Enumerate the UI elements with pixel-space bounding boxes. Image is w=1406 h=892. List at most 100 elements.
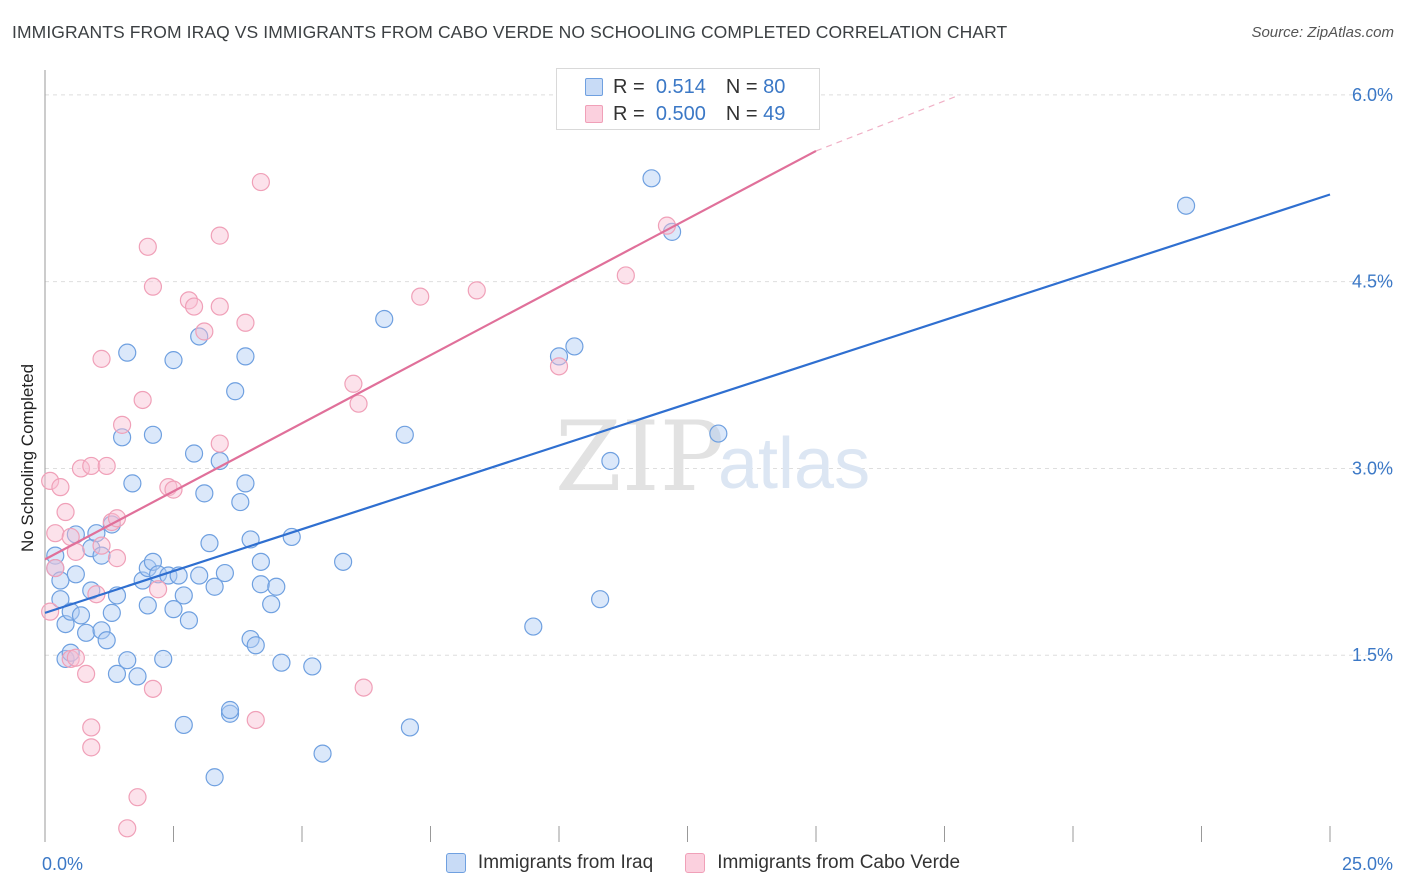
legend-row-caboverde: R = 0.500 N = 49 xyxy=(557,102,785,126)
data-point xyxy=(174,586,193,605)
legend-n-label: N = xyxy=(725,102,758,125)
data-point xyxy=(344,374,363,393)
series-legend: Immigrants from Iraq Immigrants from Cab… xyxy=(0,852,1406,874)
trendline-extension xyxy=(815,94,961,152)
watermark-zip: ZIP xyxy=(555,401,724,513)
data-point xyxy=(92,349,111,368)
data-point xyxy=(524,617,543,636)
data-point xyxy=(138,237,157,256)
data-point xyxy=(565,337,584,356)
legend-swatch-iraq xyxy=(585,78,603,96)
data-point xyxy=(262,595,281,614)
data-point xyxy=(1176,196,1196,215)
legend-label-iraq: Immigrants from Iraq xyxy=(477,852,654,873)
legend-item-caboverde[interactable]: Immigrants from Cabo Verde xyxy=(685,852,960,874)
y-tick-label: 4.5% xyxy=(1352,272,1393,292)
data-point xyxy=(164,351,183,370)
data-point xyxy=(210,226,229,245)
data-point xyxy=(107,664,127,684)
data-point xyxy=(236,474,255,493)
data-point xyxy=(282,527,301,547)
data-point xyxy=(82,718,101,737)
legend-n-label: N = xyxy=(725,75,758,98)
legend-r-label: R = xyxy=(613,75,645,98)
data-point xyxy=(709,424,728,443)
data-point xyxy=(251,575,270,594)
data-point xyxy=(107,549,127,568)
data-point xyxy=(246,710,265,730)
data-point xyxy=(395,425,414,444)
legend-r-label: R = xyxy=(613,102,645,125)
watermark-atlas: atlas xyxy=(718,424,870,504)
data-point xyxy=(349,394,368,413)
data-point xyxy=(46,558,65,578)
y-tick-label: 3.0% xyxy=(1352,458,1393,478)
data-point xyxy=(267,577,286,596)
data-point xyxy=(46,524,65,543)
data-point xyxy=(184,297,204,316)
data-point xyxy=(205,768,224,787)
data-point xyxy=(128,788,147,807)
legend-r-value: 0.514 xyxy=(655,75,706,98)
data-point xyxy=(549,347,569,366)
data-point xyxy=(467,281,486,300)
data-point xyxy=(246,636,265,655)
data-point xyxy=(601,451,620,471)
data-point xyxy=(200,534,219,553)
x-tick-label: 25.0% xyxy=(1342,854,1393,874)
data-point xyxy=(210,434,229,453)
data-point xyxy=(174,715,193,735)
legend-r-value: 0.500 xyxy=(655,102,706,125)
data-point xyxy=(82,738,101,757)
data-point xyxy=(616,266,635,285)
data-point xyxy=(303,657,322,676)
data-point xyxy=(143,679,163,698)
data-point xyxy=(400,718,420,737)
legend-label-caboverde: Immigrants from Cabo Verde xyxy=(717,852,961,873)
data-point xyxy=(591,590,610,609)
data-point xyxy=(220,700,240,720)
data-point xyxy=(71,606,91,625)
data-point xyxy=(205,577,224,596)
data-point xyxy=(123,474,142,493)
x-tick-label: 0.0% xyxy=(42,854,83,874)
tick-labels: 1.5% 3.0% 4.5% 6.0% 0.0% 25.0% xyxy=(42,85,1393,874)
data-point xyxy=(118,651,137,670)
legend-row-iraq: R = 0.514 N = 80 xyxy=(557,75,785,99)
data-point xyxy=(97,456,116,476)
y-tick-label: 1.5% xyxy=(1352,645,1393,665)
data-point xyxy=(92,546,111,565)
legend-swatch-caboverde xyxy=(585,105,603,123)
data-point xyxy=(133,390,152,410)
data-point xyxy=(143,425,163,444)
data-point xyxy=(411,287,430,306)
data-point xyxy=(61,643,80,662)
legend-n-value: 80 xyxy=(763,75,786,98)
data-point xyxy=(112,415,132,434)
data-point xyxy=(143,277,163,296)
legend-item-iraq[interactable]: Immigrants from Iraq xyxy=(445,852,654,874)
y-tick-label: 6.0% xyxy=(1352,85,1393,105)
data-point xyxy=(102,603,121,622)
data-point xyxy=(66,565,85,584)
data-point xyxy=(92,536,111,555)
data-point xyxy=(195,322,214,341)
data-point xyxy=(41,471,60,491)
data-point xyxy=(195,484,214,503)
data-point xyxy=(179,611,199,630)
source-label: Source: ZipAtlas.com xyxy=(1251,24,1394,41)
data-point xyxy=(236,347,255,366)
legend-n-value: 49 xyxy=(763,102,786,125)
data-point xyxy=(272,653,291,672)
data-point xyxy=(251,552,270,571)
correlation-legend: R = 0.514 N = 80 R = 0.500 N = 49 xyxy=(556,68,820,130)
data-points xyxy=(41,169,1196,838)
data-point xyxy=(66,648,85,667)
data-point xyxy=(375,309,394,329)
axes xyxy=(44,70,1331,842)
data-point xyxy=(184,444,204,463)
data-point xyxy=(51,478,70,497)
data-point xyxy=(97,631,116,650)
data-point xyxy=(82,456,101,476)
